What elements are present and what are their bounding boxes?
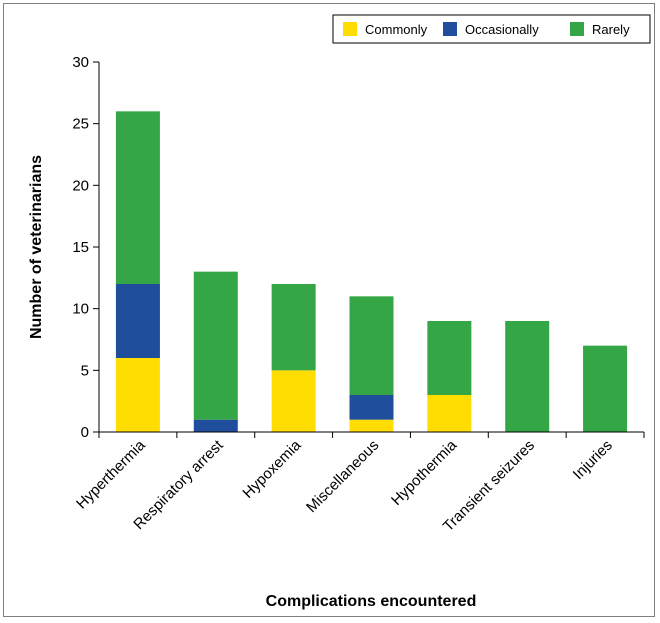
x-tick-label: Hyperthermia — [73, 436, 149, 512]
bar-transient-seizures-rarely — [505, 321, 550, 432]
y-axis-title: Number of veterinarians — [28, 155, 45, 339]
y-tick-label: 0 — [81, 424, 89, 441]
bar-hyperthermia-rarely — [115, 111, 160, 284]
bar-injuries-rarely — [583, 345, 628, 432]
x-tick-label: Hypoxemia — [239, 436, 305, 502]
x-axis-title: Complications encountered — [266, 593, 477, 610]
chart-frame: Commonly Occasionally Rarely 0 5 10 15 20 25 30 H… — [3, 3, 655, 617]
y-tick-label: 20 — [72, 177, 89, 194]
y-tick-label: 25 — [72, 116, 89, 133]
bar-miscellaneous-commonly — [349, 419, 394, 432]
bar-respiratory-arrest-occasionally — [193, 419, 238, 432]
bar-respiratory-arrest-rarely — [193, 271, 238, 420]
bar-hypoxemia-rarely — [271, 284, 316, 371]
y-tick-label: 30 — [72, 54, 89, 71]
stacked-bar-chart: Commonly Occasionally Rarely 0 5 10 15 20 25 30 H… — [28, 14, 651, 610]
x-tick-label: Injuries — [570, 437, 616, 483]
y-tick-label: 15 — [72, 239, 89, 256]
legend-label-occasionally: Occasionally — [465, 22, 539, 37]
legend: Commonly Occasionally Rarely — [332, 14, 651, 44]
bar-hypothermia-commonly — [427, 395, 472, 432]
legend-swatch-commonly — [343, 22, 357, 36]
legend-label-rarely: Rarely — [592, 22, 630, 37]
bar-miscellaneous-occasionally — [349, 395, 394, 420]
bar-miscellaneous-rarely — [349, 296, 394, 395]
bar-hyperthermia-occasionally — [115, 284, 160, 358]
bar-hypoxemia-commonly — [271, 370, 316, 432]
legend-swatch-occasionally — [443, 22, 457, 36]
x-tick-label: Hypothermia — [388, 436, 461, 509]
bar-hyperthermia-commonly — [115, 358, 160, 432]
y-tick-label: 10 — [72, 301, 89, 318]
y-tick-label: 5 — [81, 362, 89, 379]
x-tick-label: Miscellaneous — [303, 437, 382, 516]
bar-hypothermia-rarely — [427, 321, 472, 395]
legend-label-commonly: Commonly — [365, 22, 428, 37]
bars-group — [115, 111, 628, 432]
legend-swatch-rarely — [570, 22, 584, 36]
legend-box — [332, 14, 651, 44]
